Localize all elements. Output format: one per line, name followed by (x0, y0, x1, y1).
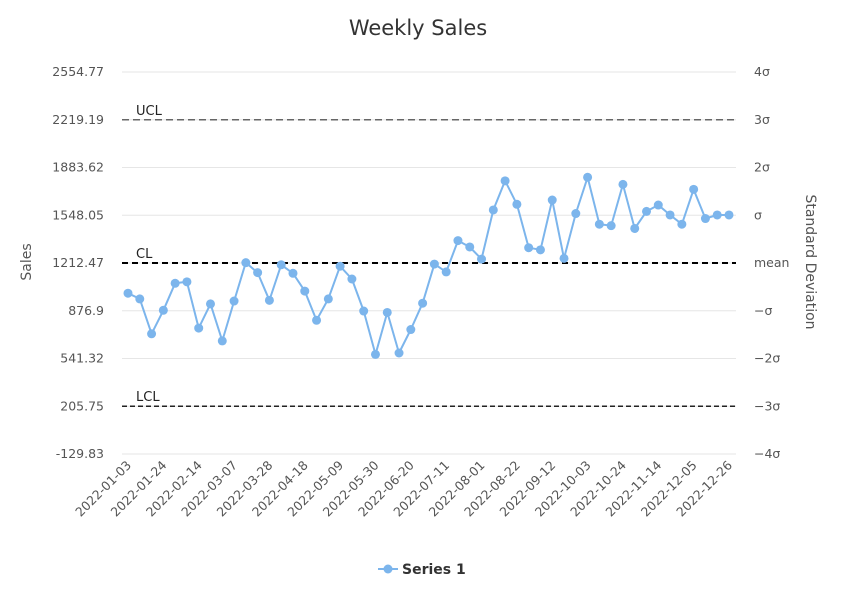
data-point[interactable] (724, 210, 734, 220)
data-point[interactable] (276, 260, 286, 270)
data-point[interactable] (488, 205, 498, 215)
y-tick-label: 1548.05 (52, 207, 104, 222)
data-point[interactable] (653, 200, 663, 210)
legend-label: Series 1 (402, 562, 466, 578)
data-point[interactable] (135, 294, 145, 304)
data-point[interactable] (158, 305, 168, 315)
data-point[interactable] (618, 179, 628, 189)
y-tick-label: 205.75 (60, 398, 104, 413)
series-line (127, 176, 729, 356)
control-label-lcl: LCL (136, 390, 160, 405)
y-tick-label: 2219.19 (52, 112, 104, 127)
data-point[interactable] (524, 243, 534, 253)
data-point[interactable] (689, 184, 699, 194)
y-axis-title: Sales (19, 243, 35, 280)
data-point[interactable] (394, 348, 404, 358)
data-point[interactable] (347, 274, 357, 284)
y-tick-label: 2554.77 (52, 64, 104, 79)
data-point[interactable] (465, 242, 475, 252)
data-point[interactable] (477, 254, 487, 264)
data-point[interactable] (147, 329, 157, 339)
control-lines: UCL CL LCL (122, 104, 736, 407)
data-point[interactable] (500, 176, 510, 186)
data-point[interactable] (712, 210, 722, 220)
data-point[interactable] (229, 296, 239, 306)
y-tick-label: 541.32 (60, 351, 104, 366)
y2-tick-label: −σ (754, 303, 772, 318)
data-point[interactable] (630, 223, 640, 233)
data-point[interactable] (406, 325, 416, 335)
data-point[interactable] (418, 298, 428, 308)
y-tick-label: 876.9 (68, 303, 104, 318)
legend[interactable]: Series 1 (378, 562, 466, 578)
y2-axis-title: Standard Deviation (802, 194, 818, 329)
data-point[interactable] (429, 259, 439, 269)
data-point[interactable] (535, 245, 545, 255)
y2-tick-label: −3σ (754, 398, 780, 413)
data-point[interactable] (205, 299, 215, 309)
data-point[interactable] (335, 261, 345, 271)
data-point[interactable] (182, 277, 192, 287)
legend-marker (383, 564, 393, 574)
data-point[interactable] (594, 219, 604, 229)
data-point[interactable] (123, 288, 133, 298)
chart-title: Weekly Sales (349, 16, 487, 40)
x-axis-ticks: 2022-01-032022-01-242022-02-142022-03-07… (72, 457, 735, 519)
data-point[interactable] (677, 219, 687, 229)
y2-tick-label: σ (754, 207, 762, 222)
control-label-ucl: UCL (136, 104, 163, 119)
data-point[interactable] (323, 294, 333, 304)
data-point[interactable] (547, 195, 557, 205)
y2-tick-label: mean (754, 255, 789, 270)
data-point[interactable] (359, 306, 369, 316)
y2-tick-label: 2σ (754, 160, 770, 175)
data-point[interactable] (453, 236, 463, 246)
y-tick-label: 1883.62 (52, 160, 104, 175)
data-point[interactable] (606, 221, 616, 231)
data-point[interactable] (288, 268, 298, 278)
data-point[interactable] (583, 172, 593, 182)
data-point[interactable] (700, 214, 710, 224)
data-point[interactable] (441, 267, 451, 277)
data-point[interactable] (312, 315, 322, 325)
data-point[interactable] (559, 253, 569, 263)
series-1 (123, 172, 734, 359)
y2-tick-label: 3σ (754, 112, 770, 127)
data-point[interactable] (170, 278, 180, 288)
data-point[interactable] (264, 295, 274, 305)
data-point[interactable] (642, 206, 652, 216)
y-axis-ticks: 2554.77 2219.19 1883.62 1548.05 1212.47 876.9… (52, 64, 104, 461)
data-point[interactable] (194, 323, 204, 333)
data-point[interactable] (571, 209, 581, 219)
data-point[interactable] (665, 210, 675, 220)
data-point[interactable] (241, 258, 251, 268)
data-point[interactable] (512, 199, 522, 209)
y2-tick-label: −4σ (754, 446, 780, 461)
y2-axis-ticks: 4σ 3σ 2σ σ mean −σ −2σ −3σ −4σ (754, 64, 789, 461)
y2-tick-label: −2σ (754, 351, 780, 366)
y-tick-label: -129.83 (56, 446, 104, 461)
control-label-cl: CL (136, 247, 153, 262)
data-point[interactable] (370, 349, 380, 359)
data-point[interactable] (382, 307, 392, 317)
data-point[interactable] (217, 336, 227, 346)
data-point[interactable] (253, 268, 263, 278)
data-point[interactable] (300, 286, 310, 296)
y-tick-label: 1212.47 (52, 255, 104, 270)
y2-tick-label: 4σ (754, 64, 770, 79)
